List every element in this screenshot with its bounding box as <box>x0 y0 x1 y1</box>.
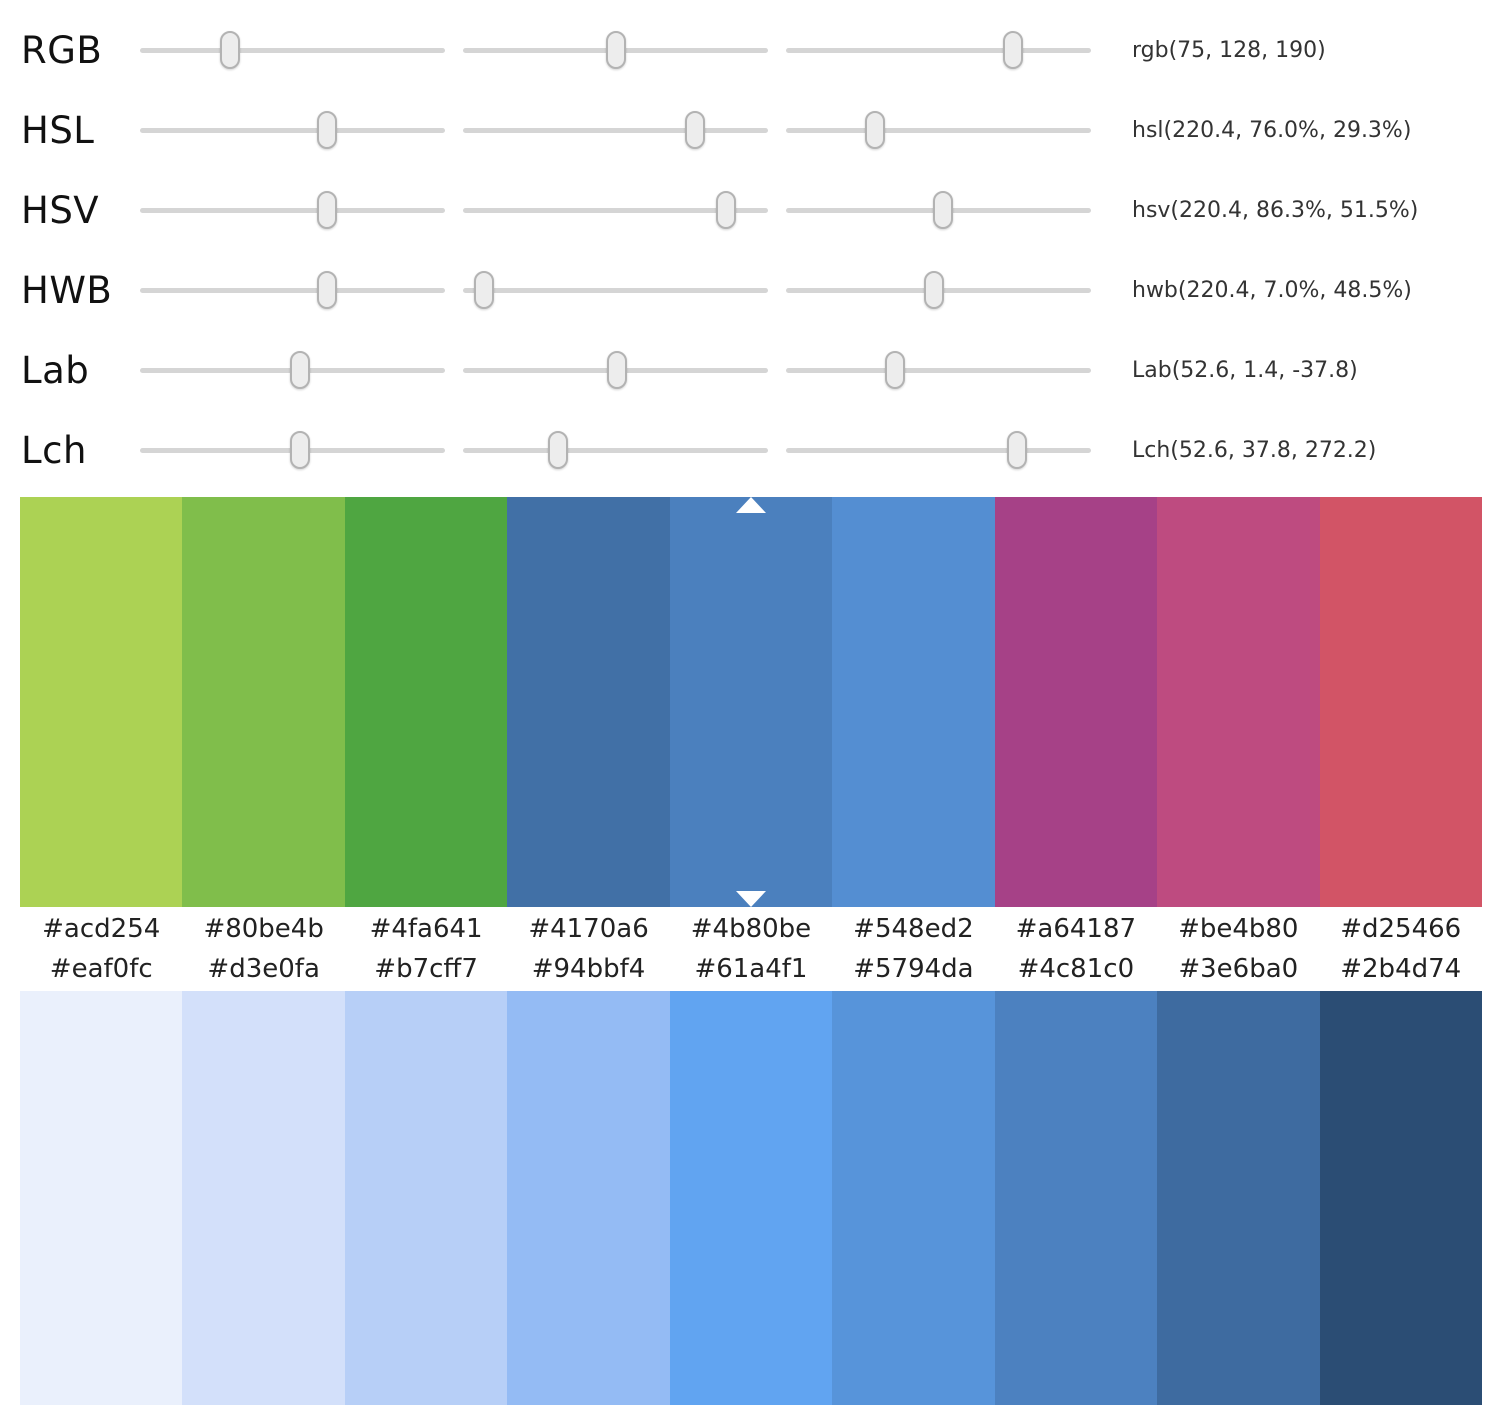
swatch-hex-label: #4c81c0 <box>1017 954 1135 984</box>
hue-palette-labels: #acd254 #80be4b #4fa641 #4170a6 #4b80be #548e… <box>20 907 1482 951</box>
slider-thumb[interactable] <box>474 271 495 309</box>
slider-thumb[interactable] <box>316 191 337 229</box>
palette-swatch[interactable] <box>669 497 833 907</box>
swatch-hex-label: #3e6ba0 <box>1178 954 1299 984</box>
shade-palette-labels: #eaf0fc #d3e0fa #b7cff7 #94bbf4 #61a4f1 #5794… <box>20 947 1482 991</box>
swatch-hex-label: #80be4b <box>203 914 324 944</box>
palette-swatch[interactable] <box>1319 497 1482 907</box>
palette-swatch[interactable] <box>344 991 508 1405</box>
color-value-text: Lab(52.6, 1.4, -37.8) <box>1132 357 1358 383</box>
selected-swatch-marker-top-icon <box>735 497 766 513</box>
palette-swatch[interactable] <box>994 991 1158 1405</box>
swatch-hex-label: #a64187 <box>1015 914 1137 944</box>
slider-row: HWB hwb(220.4, 7.0%, 48.5%) <box>0 250 1501 330</box>
palette-swatch[interactable] <box>1157 497 1320 907</box>
palette-swatch[interactable] <box>182 991 345 1405</box>
swatch-hex-label: #4b80be <box>690 914 812 944</box>
swatch-hex-label: #eaf0fc <box>49 954 153 984</box>
slider-thumb[interactable] <box>684 111 705 149</box>
slider-row: HSL hsl(220.4, 76.0%, 29.3%) <box>0 90 1501 170</box>
slider-thumb[interactable] <box>716 191 737 229</box>
palette-swatch[interactable] <box>1319 991 1482 1405</box>
slider-track[interactable] <box>140 28 445 72</box>
swatch-hex-label: #4fa641 <box>369 914 483 944</box>
slider-track[interactable] <box>140 428 445 472</box>
swatch-hex-label: #d25466 <box>1340 914 1462 944</box>
slider-track[interactable] <box>786 428 1091 472</box>
palette-swatch[interactable] <box>1157 991 1320 1405</box>
palette-swatch[interactable] <box>20 991 183 1405</box>
slider-thumb[interactable] <box>933 191 954 229</box>
selected-swatch-marker-bottom-icon <box>735 891 766 907</box>
slider-track[interactable] <box>463 28 768 72</box>
swatch-hex-label: #2b4d74 <box>1340 954 1462 984</box>
slider-track[interactable] <box>140 108 445 152</box>
slider-track[interactable] <box>140 188 445 232</box>
shade-palette <box>20 991 1482 1405</box>
slider-row: RGB rgb(75, 128, 190) <box>0 10 1501 90</box>
palette-swatch[interactable] <box>832 497 995 907</box>
palette-swatch[interactable] <box>344 497 508 907</box>
slider-track[interactable] <box>786 28 1091 72</box>
color-model-label: Lch <box>21 428 87 472</box>
palette-swatch[interactable] <box>20 497 183 907</box>
slider-track[interactable] <box>786 268 1091 312</box>
slider-thumb[interactable] <box>606 31 627 69</box>
slider-thumb[interactable] <box>865 111 886 149</box>
slider-thumb[interactable] <box>316 271 337 309</box>
color-model-label: HWB <box>21 268 113 312</box>
slider-row: HSV hsv(220.4, 86.3%, 51.5%) <box>0 170 1501 250</box>
slider-thumb[interactable] <box>884 351 905 389</box>
palette-swatch[interactable] <box>507 497 670 907</box>
color-model-label: HSV <box>21 188 100 232</box>
slider-row: Lab Lab(52.6, 1.4, -37.8) <box>0 330 1501 410</box>
slider-track[interactable] <box>463 428 768 472</box>
slider-track[interactable] <box>463 348 768 392</box>
slider-thumb[interactable] <box>219 31 240 69</box>
swatch-hex-label: #5794da <box>853 954 974 984</box>
color-model-label: Lab <box>21 348 90 392</box>
color-value-text: hsv(220.4, 86.3%, 51.5%) <box>1132 197 1419 223</box>
swatch-hex-label: #548ed2 <box>853 914 974 944</box>
color-model-label: RGB <box>21 28 103 72</box>
color-value-text: hwb(220.4, 7.0%, 48.5%) <box>1132 277 1412 303</box>
slider-thumb[interactable] <box>290 431 311 469</box>
swatch-hex-label: #b7cff7 <box>374 954 478 984</box>
slider-thumb[interactable] <box>547 431 568 469</box>
swatch-hex-label: #d3e0fa <box>207 954 320 984</box>
slider-track[interactable] <box>786 348 1091 392</box>
color-model-label: HSL <box>21 108 95 152</box>
palette-swatch[interactable] <box>182 497 345 907</box>
slider-track[interactable] <box>786 188 1091 232</box>
slider-row: Lch Lch(52.6, 37.8, 272.2) <box>0 410 1501 490</box>
palette-swatch[interactable] <box>507 991 670 1405</box>
hue-palette <box>20 497 1482 907</box>
slider-track[interactable] <box>140 348 445 392</box>
slider-thumb[interactable] <box>923 271 944 309</box>
slider-track[interactable] <box>463 188 768 232</box>
slider-track[interactable] <box>140 268 445 312</box>
slider-rows: RGB rgb(75, 128, 190) HSL hsl(220.4, 76.0%,… <box>0 10 1501 490</box>
palette-swatch[interactable] <box>832 991 995 1405</box>
slider-track[interactable] <box>463 108 768 152</box>
swatch-hex-label: #4170a6 <box>528 914 649 944</box>
swatch-hex-label: #61a4f1 <box>694 954 808 984</box>
color-value-text: rgb(75, 128, 190) <box>1132 37 1326 63</box>
slider-thumb[interactable] <box>316 111 337 149</box>
color-value-text: Lch(52.6, 37.8, 272.2) <box>1132 437 1377 463</box>
slider-track[interactable] <box>463 268 768 312</box>
slider-thumb[interactable] <box>1003 31 1024 69</box>
slider-track[interactable] <box>786 108 1091 152</box>
swatch-hex-label: #94bbf4 <box>531 954 646 984</box>
slider-thumb[interactable] <box>290 351 311 389</box>
color-value-text: hsl(220.4, 76.0%, 29.3%) <box>1132 117 1412 143</box>
slider-thumb[interactable] <box>1006 431 1027 469</box>
palette-swatch[interactable] <box>669 991 833 1405</box>
palette-swatch[interactable] <box>994 497 1158 907</box>
swatch-hex-label: #acd254 <box>42 914 161 944</box>
swatch-hex-label: #be4b80 <box>1178 914 1299 944</box>
slider-thumb[interactable] <box>607 351 628 389</box>
